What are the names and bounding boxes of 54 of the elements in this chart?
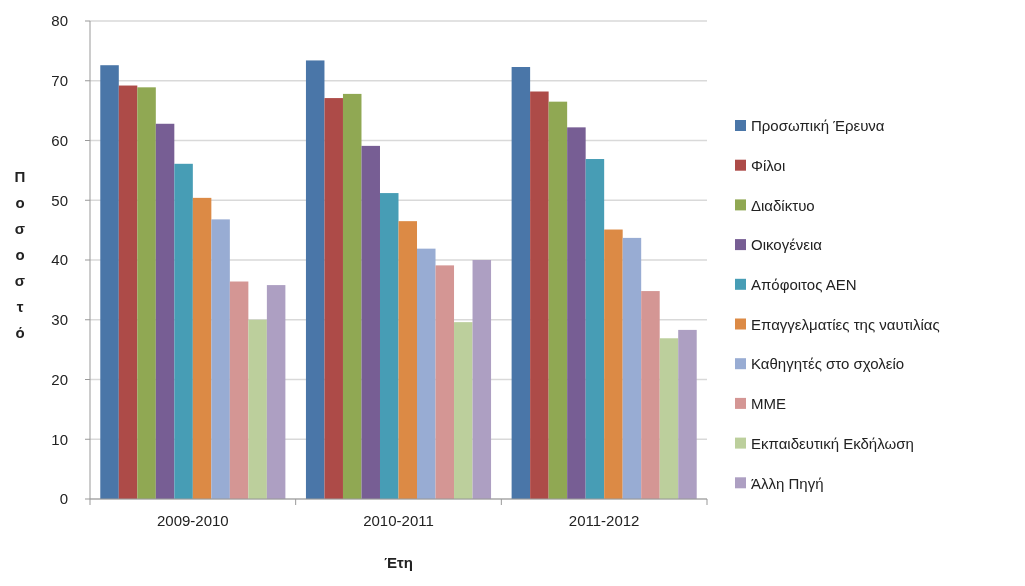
bar: [100, 65, 119, 499]
bar: [229, 281, 249, 499]
legend-label: Εκπαιδευτική Εκδήλωση: [751, 434, 914, 452]
bar: [604, 229, 623, 499]
x-tick-label: 2009-2010: [156, 512, 229, 529]
y-tick-label: 70: [51, 72, 68, 89]
bar: [342, 93, 362, 499]
legend-label: Καθηγητές στο σχολείο: [751, 355, 905, 373]
bar: [678, 329, 697, 499]
y-tick-label: 30: [51, 311, 68, 328]
bar: [248, 319, 267, 499]
bar: [155, 123, 175, 499]
bar: [398, 221, 418, 499]
legend-label: Φίλοι: [751, 156, 786, 174]
bar: [511, 67, 531, 499]
y-tick-label: 80: [51, 12, 68, 30]
y-tick-label: 50: [51, 191, 68, 209]
bar: [435, 265, 455, 499]
legend-label: ΜΜΕ: [751, 395, 786, 413]
legend-label: Προσωπική Έρευνα: [751, 117, 885, 135]
bar: [137, 87, 156, 499]
bar: [454, 322, 473, 499]
bar: [659, 338, 679, 499]
legend-label: Απόφοιτος ΑΕΝ: [751, 276, 857, 294]
legend-label: Διαδίκτυο: [751, 196, 815, 214]
bar: [641, 291, 660, 499]
bar: [585, 159, 605, 499]
y-tick-label: 0: [59, 490, 68, 508]
bar: [548, 101, 568, 499]
y-tick-label: 20: [51, 370, 68, 388]
bar: [417, 248, 436, 499]
bar: [211, 219, 230, 499]
bar: [361, 145, 380, 499]
bar: [622, 237, 642, 499]
bar: [305, 60, 325, 499]
legend-label: Οικογένεια: [751, 236, 823, 254]
x-axis-title: Έτη: [384, 554, 413, 571]
legend-label: Επαγγελματίες της ναυτιλίας: [751, 315, 940, 333]
legend-label: Άλλη Πηγή: [751, 474, 824, 492]
bar: [567, 127, 586, 499]
bar: [324, 98, 343, 499]
bar: [266, 285, 286, 499]
y-axis-title: Ποσοστό: [14, 168, 26, 341]
bar: [174, 163, 193, 499]
y-tick-label: 40: [51, 251, 68, 269]
bar: [192, 197, 212, 499]
x-tick-label: 2011-2012: [568, 512, 640, 529]
bar: [530, 91, 549, 499]
y-tick-label: 60: [51, 131, 68, 149]
x-tick-label: 2010-2011: [363, 512, 434, 529]
bar: [118, 85, 138, 499]
bar: [379, 193, 399, 499]
y-tick-label: 10: [51, 430, 68, 448]
bar: [472, 260, 492, 499]
